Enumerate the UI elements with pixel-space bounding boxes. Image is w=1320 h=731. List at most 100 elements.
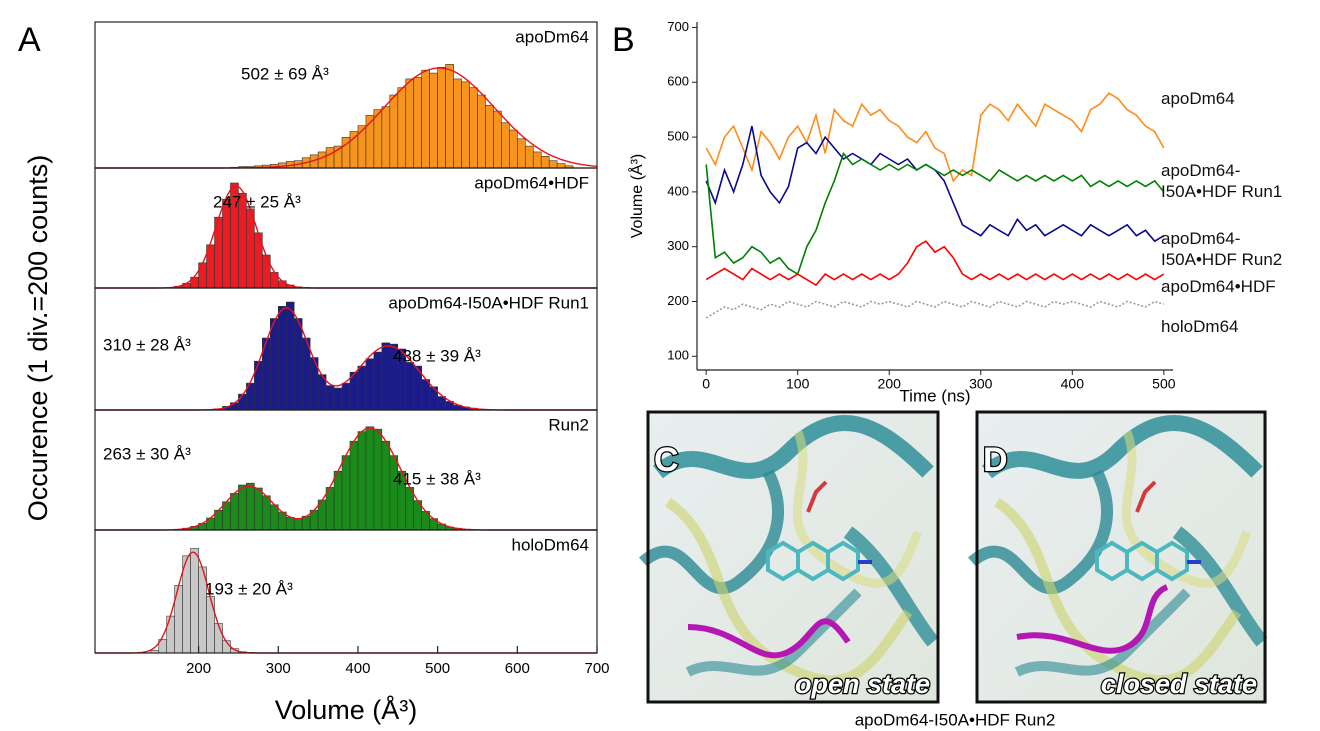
bar [390, 95, 398, 168]
bar [230, 493, 238, 530]
x-tick-label: 100 [786, 376, 810, 392]
bar [199, 263, 207, 288]
panel-label: B [612, 21, 635, 59]
images-title: apoDm64-I50A•HDF Run2 [855, 710, 1056, 729]
bar [430, 73, 438, 168]
x-tick-label: 500 [1152, 376, 1176, 392]
bar [254, 361, 262, 410]
x-tick-label: 200 [186, 660, 211, 677]
bar [334, 471, 342, 530]
y-tick-label: 500 [667, 129, 689, 144]
bar [485, 105, 493, 168]
bar [238, 394, 246, 410]
bar [334, 388, 342, 410]
legend-label: apoDm64 [1161, 88, 1311, 109]
bar [438, 67, 446, 168]
fit-label: 438 ± 39 Å³ [393, 346, 481, 365]
bar [286, 302, 294, 410]
bar [326, 148, 334, 168]
bar [525, 146, 533, 168]
fit-label: 310 ± 28 Å³ [103, 335, 191, 354]
figure: A B C D open state closed state apoDm64-… [0, 0, 1320, 731]
bar [422, 380, 430, 411]
bar [326, 487, 334, 530]
bar [422, 70, 430, 168]
bar [517, 139, 525, 168]
panel-label: A [18, 21, 41, 59]
bar [246, 209, 254, 288]
bar [477, 95, 485, 168]
bar [254, 488, 262, 530]
bar [501, 123, 509, 168]
series-name: apoDm64 [515, 27, 589, 46]
bar [278, 306, 286, 410]
bar [382, 343, 390, 410]
bar [533, 152, 541, 168]
y-axis-label: Volume (Å³) [627, 154, 646, 238]
y-axis-label: Occurence (1 div.=200 counts) [23, 155, 53, 521]
bar [222, 199, 230, 288]
bar [262, 496, 270, 530]
bar [398, 88, 406, 168]
y-tick-label: 700 [667, 19, 689, 34]
y-tick-label: 400 [667, 183, 689, 198]
bar [414, 77, 422, 168]
bar [406, 362, 414, 410]
x-axis-label: Volume (Å³) [275, 694, 418, 725]
bar [191, 548, 199, 653]
bar [366, 427, 374, 530]
series-line [706, 154, 1164, 275]
x-axis-label: Time (ns) [899, 386, 970, 405]
panel-label: D [983, 441, 1008, 479]
bar [509, 130, 517, 168]
bar [350, 441, 358, 530]
fit-label: 263 ± 30 Å³ [103, 444, 191, 463]
x-tick-label: 600 [505, 660, 530, 677]
bar [446, 64, 454, 168]
bar [183, 556, 191, 653]
x-tick-label: 0 [702, 376, 710, 392]
bar [222, 502, 230, 530]
bar [557, 164, 565, 168]
x-tick-label: 400 [345, 660, 370, 677]
x-tick-label: 400 [1061, 376, 1085, 392]
legend-label: apoDm64-I50A•HDF Run1 [1161, 160, 1311, 202]
series-line [706, 241, 1164, 285]
y-tick-label: 300 [667, 238, 689, 253]
bar [286, 517, 294, 530]
series-line [706, 93, 1164, 181]
x-tick-label: 500 [425, 660, 450, 677]
y-tick-label: 200 [667, 293, 689, 308]
legend-label: apoDm64-I50A•HDF Run2 [1161, 228, 1311, 270]
bar [382, 107, 390, 168]
series-name: holoDm64 [512, 535, 590, 554]
image-caption: open state [795, 669, 930, 699]
bar [454, 79, 462, 168]
bar [406, 487, 414, 530]
bar [215, 623, 223, 653]
fit-label: 247 ± 25 Å³ [213, 192, 301, 211]
legend-label: holoDm64 [1161, 316, 1311, 337]
bar [549, 161, 557, 168]
bar [470, 88, 478, 168]
bar [374, 352, 382, 410]
bar [366, 359, 374, 410]
bar [541, 156, 549, 168]
bar [358, 366, 366, 410]
bar [342, 456, 350, 530]
y-tick-label: 600 [667, 74, 689, 89]
fit-label: 502 ± 69 Å³ [241, 64, 329, 83]
bar [462, 82, 470, 168]
bar [350, 132, 358, 169]
structure-image [972, 412, 1267, 702]
y-tick-label: 100 [667, 348, 689, 363]
bar [294, 519, 302, 530]
bar [406, 79, 414, 168]
x-tick-label: 200 [878, 376, 902, 392]
panel-label: C [654, 441, 679, 479]
series-name: Run2 [548, 415, 589, 434]
fit-label: 193 ± 20 Å³ [205, 579, 293, 598]
bar [270, 505, 278, 530]
bar [270, 319, 278, 411]
bar [390, 456, 398, 530]
